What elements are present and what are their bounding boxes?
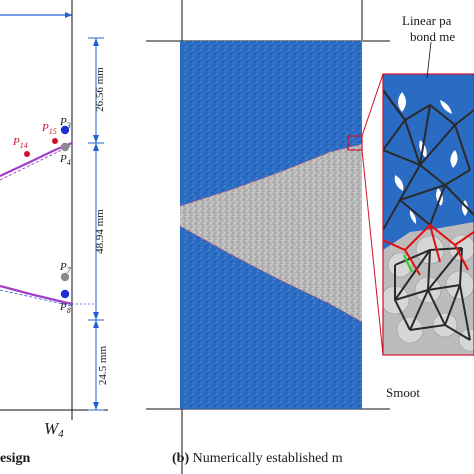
dimension-24-5: 24.5 mm	[97, 345, 110, 386]
dimension-26-56: 26.56 mm	[93, 67, 106, 112]
zoom-inset	[383, 74, 474, 355]
label-p14: P14	[13, 136, 28, 150]
arrow-head-icon	[93, 143, 99, 151]
arrow-head-icon	[93, 320, 99, 328]
wall-label: W4	[44, 419, 64, 440]
label-p3: P3	[60, 116, 71, 130]
dimension-48-94: 48.94 mm	[93, 209, 106, 254]
point-p8-marker	[60, 289, 70, 299]
label-p15: P15	[42, 122, 57, 136]
green-bond	[402, 254, 414, 273]
label-p4: P4	[60, 153, 71, 167]
point-p7-marker	[60, 272, 70, 282]
label-p7: P7	[60, 261, 71, 275]
zoom-leader-line	[361, 149, 384, 356]
zoom-label-line2: bond me	[410, 29, 456, 44]
arrow-head-icon	[65, 12, 72, 18]
crack-boundary-lower	[179, 225, 363, 323]
zoom-region-box	[347, 135, 363, 151]
zoom-label-line1: Linear pa	[402, 13, 452, 28]
label-leader-line	[426, 41, 432, 79]
point-p15-marker	[52, 138, 58, 144]
arrow-head-icon	[93, 402, 99, 410]
right-panel	[146, 0, 474, 474]
zoom-leader-line	[361, 73, 384, 137]
arrow-head-icon	[93, 312, 99, 320]
point-p14-marker	[24, 151, 30, 157]
point-p4-marker	[60, 142, 70, 152]
lower-crack-trace	[0, 284, 73, 306]
smooth-label: Smoot	[386, 385, 420, 400]
left-caption: esign	[0, 451, 31, 466]
lower-crack-guide	[0, 289, 73, 307]
upper-crack-guide	[0, 144, 73, 181]
crack-boundary-upper	[179, 143, 363, 207]
label-p8: P8	[60, 301, 71, 315]
arrow-head-icon	[93, 135, 99, 143]
right-caption: (b) Numerically established m	[172, 451, 343, 466]
crack-zone	[180, 144, 362, 322]
zoom-inset-border	[382, 73, 474, 356]
arrow-head-icon	[93, 38, 99, 46]
point-p3-marker	[60, 125, 70, 135]
left-panel	[0, 0, 108, 420]
